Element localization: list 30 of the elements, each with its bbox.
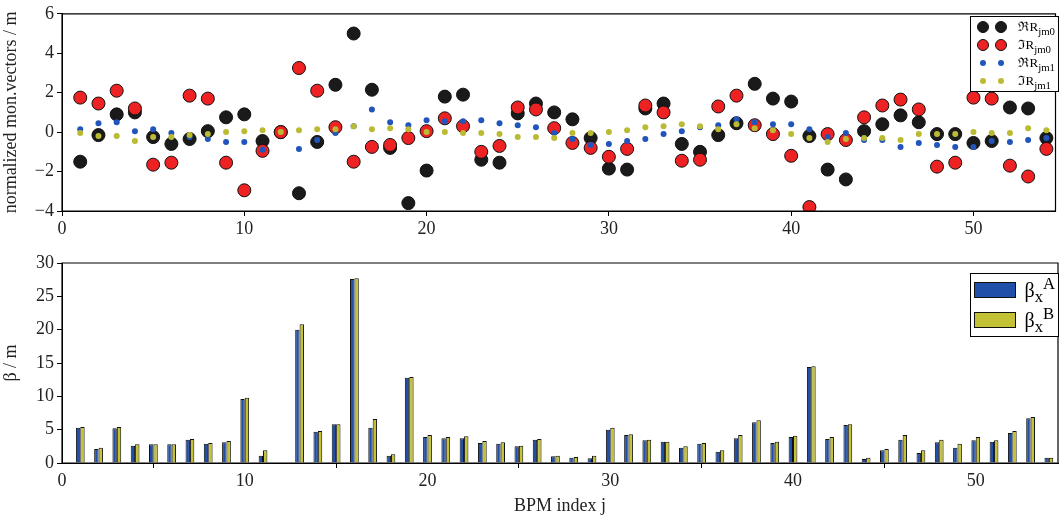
y-axis-title: β / m	[0, 344, 20, 382]
x-tick-label: 50	[966, 469, 985, 490]
x-tick-label: 40	[782, 217, 801, 238]
y-tick-label: 2	[45, 81, 54, 102]
x-tick-label: 40	[784, 469, 803, 490]
y-tick-label: 4	[45, 41, 54, 62]
y-tick-label: 0	[45, 451, 54, 472]
y-tick-label: 0	[45, 120, 54, 141]
y-tick-label: 30	[36, 251, 54, 272]
x-tick-label: 50	[964, 217, 983, 238]
y-tick-label: 25	[36, 285, 54, 306]
x-tick-label: 10	[235, 469, 254, 490]
x-tick-label: 10	[235, 217, 254, 238]
legend-label: ℑR$_{jm0}$	[1018, 37, 1051, 55]
y-tick-label: 15	[36, 351, 54, 372]
legend-label: ℜR$_{jm1}$	[1018, 55, 1055, 73]
y-tick-label: 5	[45, 418, 54, 439]
y-tick-label: −2	[34, 160, 54, 181]
y-axis-title: normalized mon.vectors / m	[0, 11, 20, 214]
x-axis-title: BPM index j	[513, 494, 607, 515]
y-tick-label: 6	[45, 2, 54, 23]
x-tick-label: 30	[601, 469, 620, 490]
y-tick-label: −4	[34, 199, 54, 220]
y-tick-label: 10	[36, 385, 54, 406]
x-tick-label: 20	[418, 469, 437, 490]
legend-label: ℜR$_{jm0}$	[1018, 18, 1055, 37]
x-tick-label: 30	[599, 217, 618, 238]
x-tick-label: 20	[417, 217, 436, 238]
y-tick-label: 20	[36, 318, 54, 339]
legend-label: ℑR$_{jm1}$	[1018, 73, 1051, 91]
